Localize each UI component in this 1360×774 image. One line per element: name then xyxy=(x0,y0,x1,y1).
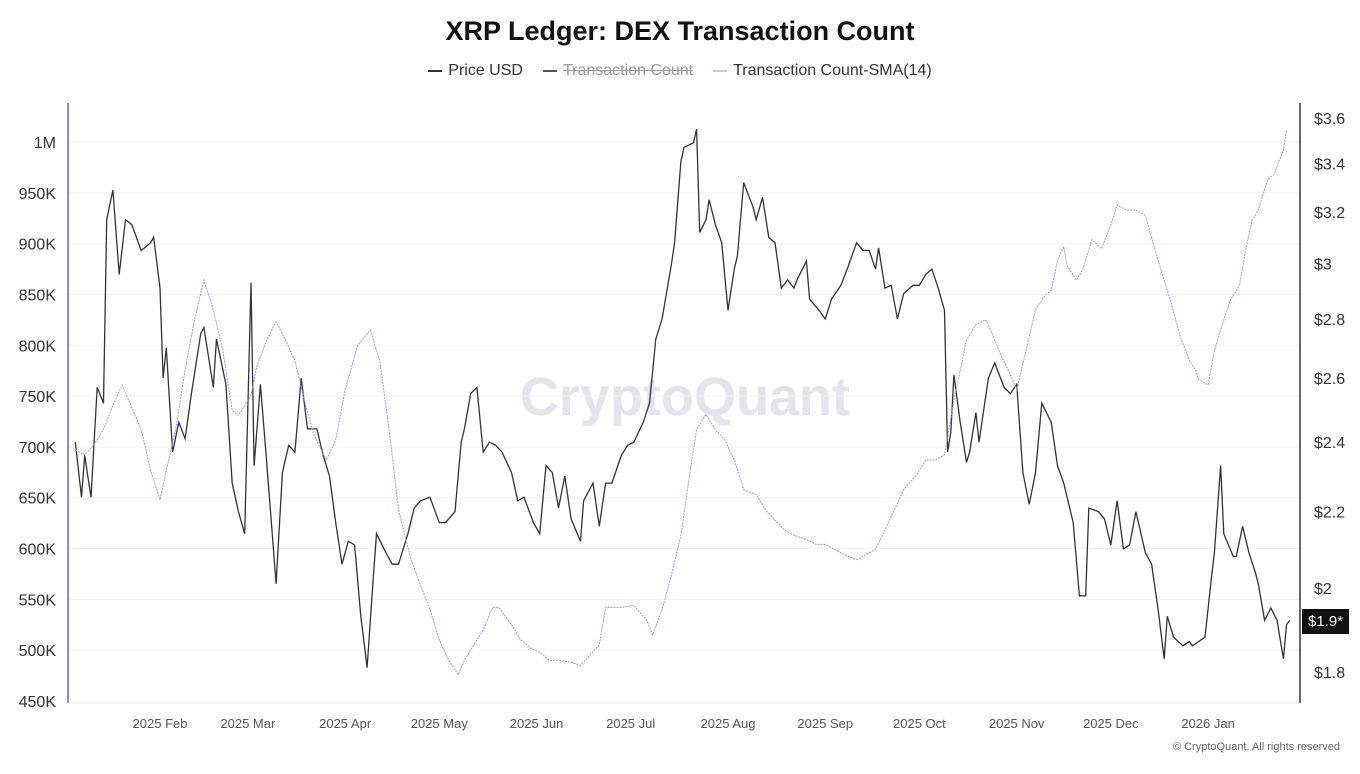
watermark: CryptoQuant xyxy=(520,367,850,427)
left-axis-tick-label: 500K xyxy=(19,643,57,660)
x-axis-tick-label: 2026 Jan xyxy=(1181,716,1235,731)
left-axis-tick-label: 950K xyxy=(19,186,57,203)
x-axis-tick-label: 2025 Aug xyxy=(701,716,756,731)
left-axis-tick-label: 600K xyxy=(19,542,57,559)
legend-item-sma[interactable]: Transaction Count-SMA(14) xyxy=(713,62,932,80)
current-price-badge: $1.9* xyxy=(1302,609,1350,634)
series-line-price-usd xyxy=(74,129,1291,668)
left-axis-tick-label: 700K xyxy=(19,440,57,457)
left-axis-tick-label: 650K xyxy=(19,491,57,508)
left-axis-tick-label: 550K xyxy=(19,592,57,609)
right-axis-tick-label: $2.6 xyxy=(1314,371,1345,388)
right-axis-tick-label: $3.2 xyxy=(1314,205,1345,222)
left-axis-tick-label: 750K xyxy=(19,389,57,406)
legend-swatch-price xyxy=(428,70,443,72)
copyright-footer: © CryptoQuant. All rights reserved xyxy=(1172,741,1340,753)
left-axis-tick-label: 800K xyxy=(19,338,57,355)
right-axis-tick-label: $3 xyxy=(1314,257,1332,274)
legend-label: Price USD xyxy=(448,62,523,79)
series-line-transaction-count-sma xyxy=(75,129,1287,676)
legend-label: Transaction Count-SMA(14) xyxy=(733,62,932,79)
left-axis-tick-label: 850K xyxy=(19,287,57,304)
x-axis-tick-label: 2025 Jul xyxy=(606,716,655,731)
x-axis-tick-label: 2025 Dec xyxy=(1083,716,1139,731)
x-axis-tick-label: 2025 Nov xyxy=(989,716,1045,731)
x-axis-tick-label: 2025 Feb xyxy=(133,716,188,731)
left-axis-tick-label: 900K xyxy=(19,237,57,254)
x-axis-tick-label: 2025 Apr xyxy=(319,716,372,731)
legend-label: Transaction Count xyxy=(562,62,694,79)
left-axis-tick-label: 450K xyxy=(19,694,57,711)
right-axis-tick-label: $3.6 xyxy=(1314,111,1345,128)
right-axis-tick-label: $2.2 xyxy=(1314,505,1345,522)
right-axis-tick-label: $2.8 xyxy=(1314,312,1345,329)
x-axis-tick-label: 2025 Oct xyxy=(893,716,946,731)
legend: Price USD Transaction Count Transaction … xyxy=(0,62,1360,80)
right-axis-tick-label: $3.4 xyxy=(1314,157,1345,174)
x-axis-tick-label: 2025 Jun xyxy=(510,716,564,731)
right-axis-tick-label: $2 xyxy=(1314,581,1332,598)
legend-item-price-usd[interactable]: Price USD xyxy=(428,62,523,80)
legend-swatch-count xyxy=(542,70,557,72)
right-axis-tick-label: $1.8 xyxy=(1314,665,1345,682)
x-axis-tick-label: 2025 Mar xyxy=(220,716,276,731)
right-axis-tick-label: $2.4 xyxy=(1314,435,1345,452)
chart-title: XRP Ledger: DEX Transaction Count xyxy=(445,16,915,46)
legend-swatch-sma xyxy=(713,70,728,72)
x-axis-tick-label: 2025 Sep xyxy=(797,716,853,731)
left-axis-tick-label: 1M xyxy=(34,135,56,152)
legend-item-transaction-count[interactable]: Transaction Count xyxy=(542,62,694,80)
x-axis-tick-label: 2025 May xyxy=(411,716,469,731)
